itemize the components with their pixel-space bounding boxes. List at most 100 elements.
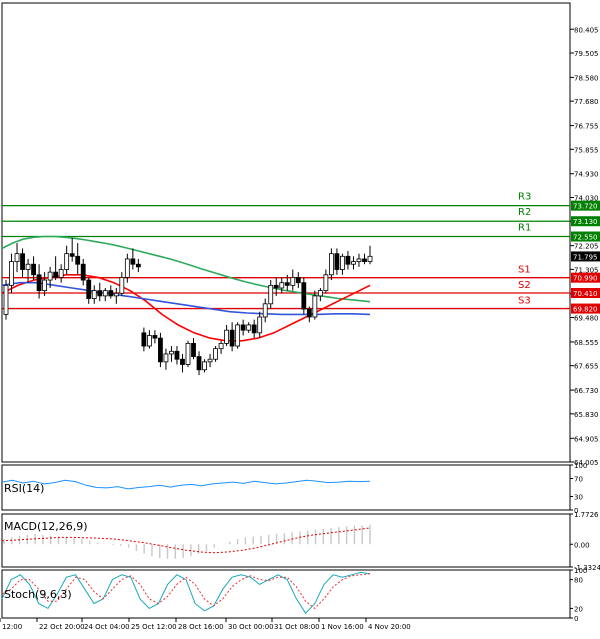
candle-body (113, 292, 119, 297)
macd-title: MACD(12,26,9) (4, 520, 88, 533)
candle-body (169, 350, 174, 355)
candle-body (301, 282, 307, 310)
candle-body (351, 261, 356, 265)
candle-body (257, 316, 263, 334)
candle-body (340, 255, 345, 270)
price-tick-label: 78.580 (574, 74, 599, 82)
candle-body (135, 263, 141, 268)
x-tick-label: 12:00 (2, 623, 22, 631)
price-tick-label: 74.930 (574, 171, 599, 179)
candle-body (31, 263, 36, 276)
stoch-title: Stoch(9,6,3) (4, 588, 72, 601)
x-tick-label: 1 Nov 16:00 (321, 623, 364, 631)
candle-body (163, 353, 169, 363)
candle-body (213, 348, 218, 360)
price-tick-label: 67.655 (574, 363, 599, 371)
candle-body (229, 329, 235, 347)
candle-body (102, 290, 108, 297)
candle-body (262, 303, 268, 318)
candle-body (328, 253, 334, 276)
price-tick-label: 68.555 (574, 339, 599, 347)
panel-frame-1 (1, 464, 571, 511)
candle-body (290, 277, 296, 286)
level-tag-text-r1: 72.550 (573, 234, 598, 242)
level-label-s2: S2 (518, 280, 531, 291)
price-tick-label: 72.205 (574, 243, 599, 251)
candle-body (47, 271, 53, 281)
candle-body (174, 350, 180, 360)
candle-body (97, 290, 103, 297)
rsi-tick-label: 100 (574, 462, 587, 470)
candle-body (185, 342, 191, 365)
level-tag-r1 (571, 231, 600, 242)
price-tick-label: 65.830 (574, 411, 599, 419)
panel-frame-3 (1, 569, 571, 619)
candle-body (284, 282, 290, 286)
candle-body (334, 253, 340, 270)
level-tag-r2 (571, 216, 600, 227)
candle-body (362, 258, 367, 262)
candle-body (196, 356, 202, 371)
level-label-s1: S1 (518, 265, 531, 276)
x-tick-label: 24 Oct 04:00 (84, 623, 130, 631)
price-tick-label: 71.305 (574, 266, 599, 274)
candle-body (240, 324, 246, 331)
x-tick-label: 25 Oct 12:00 (131, 623, 177, 631)
stoch-tick-label: 0 (574, 615, 578, 623)
rsi-tick-label: 70 (574, 476, 583, 484)
macd-tick-label: 0.00 (574, 541, 590, 549)
candle-body (58, 269, 64, 278)
level-tag-text-s3: 69.820 (573, 306, 598, 314)
stoch-tick-label: 20 (574, 605, 583, 613)
x-tick-label: 28 Oct 16:00 (178, 623, 224, 631)
candle-body (75, 255, 81, 265)
candle-body (14, 253, 20, 262)
current-price-text: 71.795 (573, 253, 598, 261)
candle-body (20, 253, 25, 270)
candle-body (36, 274, 42, 292)
candle-body (246, 324, 252, 331)
stoch-line-1 (1, 573, 371, 610)
panel-frame-0 (1, 2, 571, 463)
price-tick-label: 79.505 (574, 50, 599, 58)
candle-body (80, 263, 86, 281)
candle-body (69, 253, 75, 257)
level-label-r1: R1 (518, 223, 531, 234)
candle-body (124, 258, 130, 278)
x-tick-label: 30 Oct 00:00 (228, 623, 274, 631)
candle-body (207, 358, 213, 363)
stoch-tick-label: 80 (574, 577, 583, 585)
candle-body (345, 255, 351, 265)
current-price-tag (571, 251, 600, 262)
candle-body (108, 290, 114, 297)
price-tick-label: 66.730 (574, 387, 599, 395)
level-tag-r3 (571, 200, 600, 211)
stoch-tick-label: 100 (574, 567, 587, 575)
candle-body (367, 255, 373, 262)
x-tick-label: 4 Nov 20:00 (368, 623, 411, 631)
moving-average-line-0 (1, 235, 371, 303)
rsi-tick-label: 0 (574, 507, 578, 515)
stoch-line-0 (1, 571, 371, 615)
candle-body (251, 324, 257, 334)
candle-body (235, 324, 241, 347)
candle-body (224, 329, 230, 344)
candle-body (146, 335, 152, 347)
level-tag-text-r3: 73.720 (573, 203, 598, 211)
candle-body (317, 290, 323, 297)
macd-tick-label: 1.7726 (574, 511, 599, 519)
rsi-title: RSI(14) (4, 482, 44, 495)
candle-body (9, 261, 14, 286)
price-tick-label: 64.905 (574, 435, 599, 443)
candle-body (25, 263, 31, 270)
candle-body (323, 274, 329, 292)
candle-body (91, 290, 97, 299)
rsi-line-0 (1, 479, 371, 490)
price-tick-label: 69.480 (574, 315, 599, 323)
candle-body (268, 284, 274, 305)
candle-body (306, 308, 312, 318)
macd-signal-line (1, 527, 371, 554)
macd-tick-label: -1.3324 (574, 564, 600, 572)
level-tag-s1 (571, 272, 600, 283)
